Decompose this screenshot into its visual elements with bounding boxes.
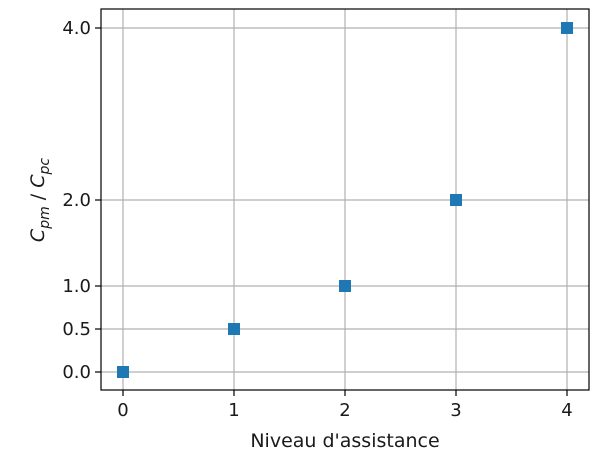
y-tick-label: 1.0 (62, 276, 91, 297)
y-tick-label: 2.0 (62, 190, 91, 211)
y-label-symbol-2: C (27, 174, 49, 188)
data-points (117, 22, 573, 378)
y-tick-label: 4.0 (62, 18, 91, 39)
x-tick-label: 0 (117, 400, 128, 421)
data-point (339, 280, 351, 292)
y-label-subscript-2: pc (37, 158, 53, 176)
x-tick-label: 3 (450, 400, 461, 421)
x-tick-label: 2 (339, 400, 350, 421)
x-tick-label: 4 (561, 400, 572, 421)
y-axis-ticks: 0.0 0.5 1.0 2.0 4.0 (62, 18, 101, 383)
grid (101, 9, 589, 390)
data-point (117, 366, 129, 378)
x-axis-ticks: 0 1 2 3 4 (117, 390, 573, 421)
data-point (450, 194, 462, 206)
y-tick-label: 0.0 (62, 362, 91, 383)
x-tick-label: 1 (228, 400, 239, 421)
y-axis-label: Cpm / Cpc (27, 158, 53, 242)
y-label-separator: / (27, 188, 49, 206)
data-point (561, 22, 573, 34)
y-label-subscript-1: pm (37, 206, 53, 230)
x-axis-label: Niveau d'assistance (250, 430, 439, 452)
y-tick-label: 0.5 (62, 319, 91, 340)
y-label-symbol-1: C (27, 228, 49, 242)
data-point (228, 323, 240, 335)
